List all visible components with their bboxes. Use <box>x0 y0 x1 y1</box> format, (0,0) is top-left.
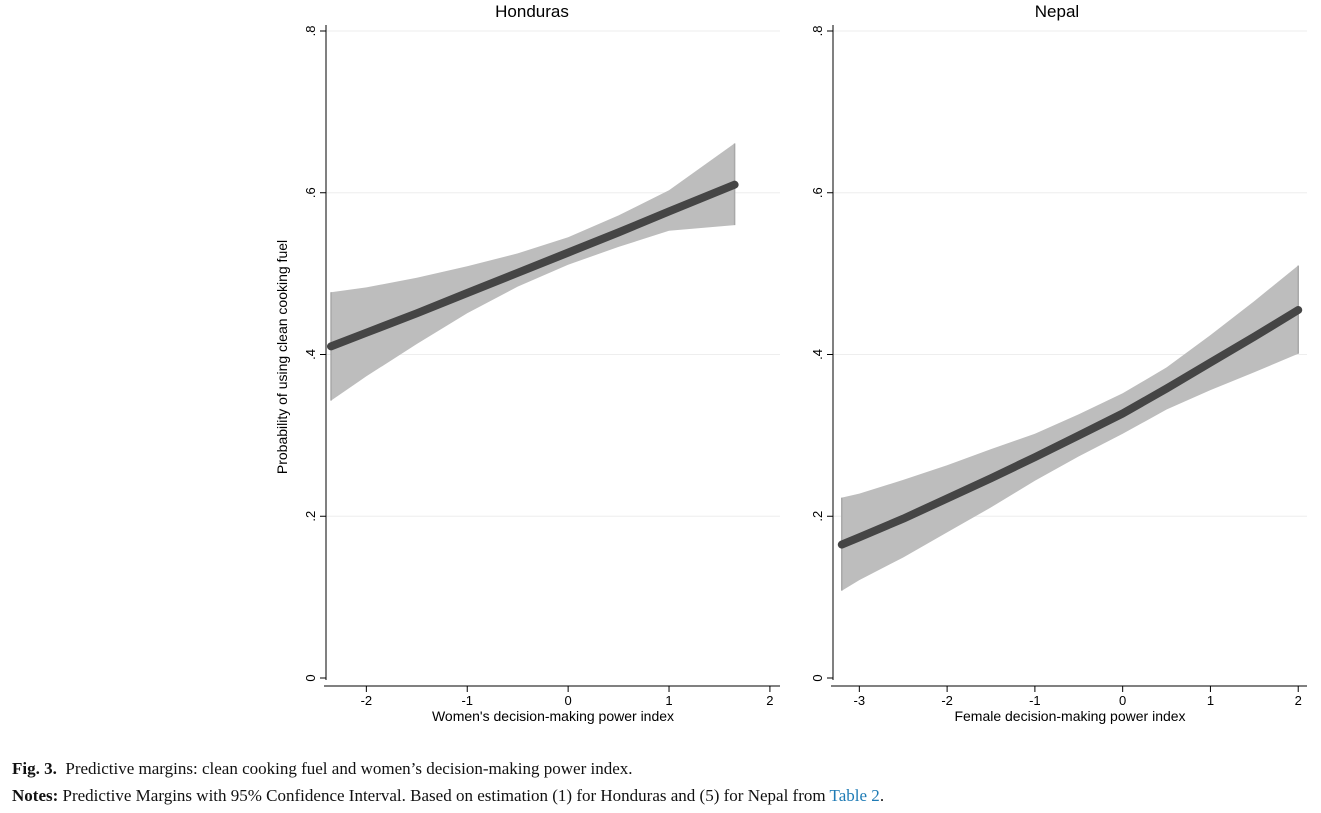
y-tick-label: .4 <box>303 349 318 360</box>
x-tick-label: -1 <box>1029 693 1041 708</box>
x-tick-label: 0 <box>1119 693 1126 708</box>
figure-charts: Honduras Probability of using clean cook… <box>274 2 1307 724</box>
confidence-band <box>331 143 735 401</box>
notes-text: Predictive Margins with 95% Confidence I… <box>62 786 826 805</box>
x-tick-label: 1 <box>1207 693 1214 708</box>
table-link[interactable]: Table 2 <box>829 786 880 805</box>
y-tick-label: .4 <box>810 349 825 360</box>
y-tick-label: 0 <box>303 674 318 681</box>
notes-label: Notes: <box>12 786 59 805</box>
figure-caption: Fig. 3. Predictive margins: clean cookin… <box>12 759 1312 779</box>
figure-caption-text: Predictive margins: clean cooking fuel a… <box>65 759 633 778</box>
chart-honduras: Honduras Probability of using clean cook… <box>274 2 780 724</box>
margin-line <box>327 180 739 351</box>
x-tick-label: 2 <box>766 693 773 708</box>
figure-label: Fig. 3. <box>12 759 57 778</box>
x-tick-label: -3 <box>854 693 866 708</box>
confidence-band <box>841 265 1299 591</box>
x-tick-label: -1 <box>461 693 473 708</box>
notes-end: . <box>879 786 885 805</box>
y-tick-label: 0 <box>810 674 825 681</box>
y-tick-label: .8 <box>810 26 825 37</box>
y-tick-label: .2 <box>303 511 318 522</box>
y-tick-label: .6 <box>303 187 318 198</box>
x-axis-label: Female decision-making power index <box>954 708 1185 724</box>
x-tick-label: -2 <box>941 693 953 708</box>
figure-notes: Notes: Predictive Margins with 95% Confi… <box>12 786 1312 806</box>
y-tick-label: .8 <box>303 26 318 37</box>
plot-area: 0 .2 .4 .6 .8 -3 -2 -1 0 1 2 <box>810 25 1307 708</box>
y-tick-label: .2 <box>810 511 825 522</box>
x-axis-label: Women's decision-making power index <box>432 708 674 724</box>
chart-nepal: Nepal 0 .2 .4 .6 .8 -3 -2 -1 0 1 2 Female decision… <box>810 2 1307 724</box>
x-tick-label: 2 <box>1295 693 1302 708</box>
margin-line <box>837 306 1303 549</box>
x-tick-label: 1 <box>665 693 672 708</box>
y-tick-label: .6 <box>810 187 825 198</box>
plot-area: 0 .2 .4 .6 .8 -2 -1 0 1 2 <box>303 25 780 708</box>
x-tick-label: -2 <box>361 693 373 708</box>
y-axis-label: Probability of using clean cooking fuel <box>274 240 290 474</box>
chart-title: Nepal <box>1035 2 1079 21</box>
chart-title: Honduras <box>495 2 569 21</box>
x-tick-label: 0 <box>565 693 572 708</box>
